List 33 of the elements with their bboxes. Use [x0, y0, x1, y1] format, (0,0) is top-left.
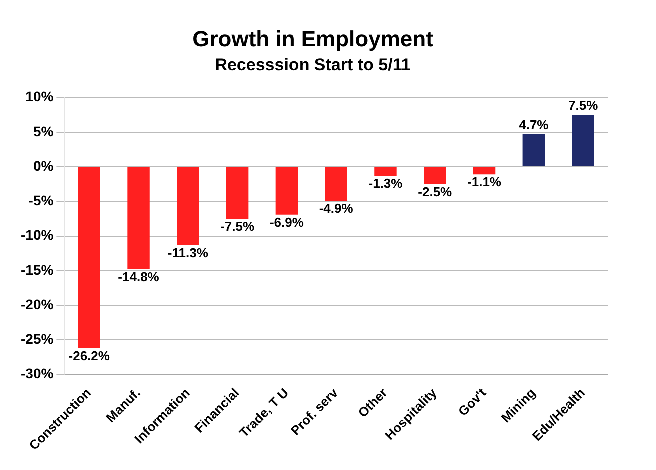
data-label: -1.3% — [368, 176, 404, 192]
y-tick-label: -25% — [20, 331, 54, 348]
y-tick-label: -5% — [28, 192, 54, 209]
y-tick-label: 5% — [33, 123, 54, 140]
bar — [276, 168, 298, 215]
data-label: -2.5% — [418, 184, 453, 200]
bar — [128, 168, 150, 270]
chart-subtitle: Recesssion Start to 5/11 — [215, 55, 411, 74]
data-label: -1.1% — [468, 174, 502, 190]
y-tick-label: -20% — [20, 296, 54, 312]
data-label: -11.3% — [168, 245, 209, 260]
data-label: -26.2% — [68, 348, 110, 364]
bar — [177, 168, 200, 246]
bar — [424, 168, 446, 184]
chart-title: Growth in Employment — [192, 26, 434, 52]
data-label: -7.5% — [220, 219, 255, 234]
y-tick-label: -10% — [20, 227, 54, 244]
bar — [522, 134, 546, 167]
bar — [572, 115, 594, 167]
y-tick-label: -30% — [20, 366, 54, 382]
y-tick-label: -15% — [20, 262, 54, 278]
bar — [374, 168, 397, 176]
bar — [473, 168, 496, 175]
y-tick-label: 0% — [33, 158, 54, 174]
bar — [226, 168, 249, 219]
data-label: -14.8% — [118, 270, 160, 285]
data-label: -4.9% — [319, 201, 354, 216]
bar — [325, 168, 348, 201]
y-tick-label: 10% — [26, 88, 54, 105]
data-label: -6.9% — [270, 214, 304, 230]
data-label: 7.5% — [568, 98, 599, 114]
data-label: 4.7% — [519, 118, 550, 133]
bar — [78, 168, 100, 348]
